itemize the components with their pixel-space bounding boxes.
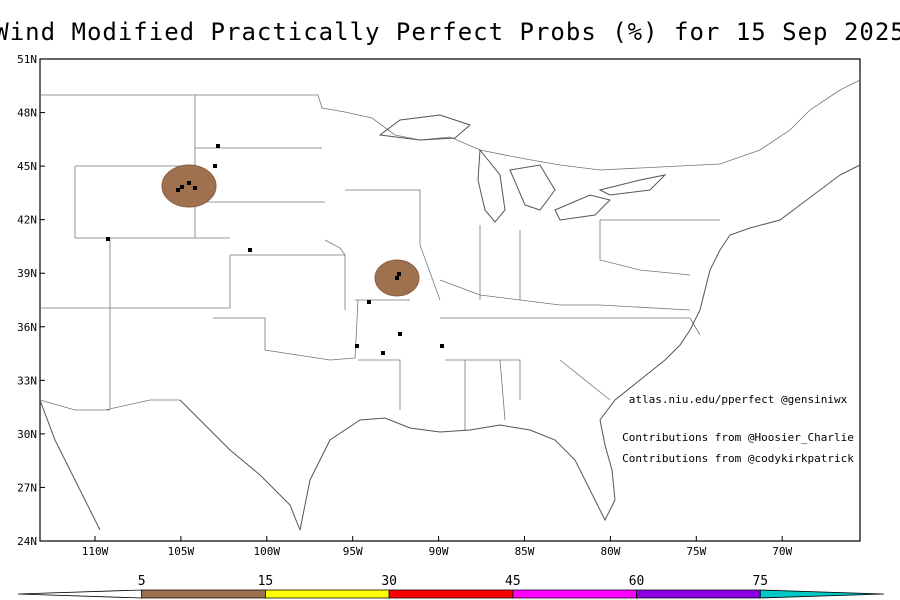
canada-border bbox=[40, 79, 861, 171]
lon-label: 75W bbox=[686, 545, 706, 558]
annotation: Contributions from @Hoosier_Charlie bbox=[622, 431, 854, 444]
lat-label: 51N bbox=[17, 53, 37, 66]
colorbar-label: 30 bbox=[381, 574, 397, 589]
lon-label: 70W bbox=[772, 545, 792, 558]
colorbar-label: 45 bbox=[505, 574, 521, 589]
lat-label: 45N bbox=[17, 160, 37, 173]
colorbar-segment bbox=[512, 589, 637, 599]
colorbar-segment bbox=[141, 589, 266, 599]
lat-label: 42N bbox=[17, 214, 37, 227]
lat-label: 27N bbox=[17, 481, 37, 494]
annotation: atlas.niu.edu/pperfect @gensiniwx bbox=[629, 393, 848, 406]
lat-label: 30N bbox=[17, 428, 37, 441]
lat-label: 39N bbox=[17, 267, 37, 280]
colorbar: 5 15 30 45 60 75 bbox=[17, 574, 885, 599]
colorbar-label: 75 bbox=[752, 574, 768, 589]
colorbar-segment bbox=[759, 589, 885, 599]
reports bbox=[106, 144, 444, 355]
colorbar-segment bbox=[636, 589, 761, 599]
map-title: Wind Modified Practically Perfect Probs … bbox=[0, 18, 900, 46]
prob-area bbox=[161, 164, 217, 208]
lat-label: 33N bbox=[17, 374, 37, 387]
colorbar-segment bbox=[17, 589, 143, 599]
colorbar-segment bbox=[265, 589, 390, 599]
colorbar-label: 60 bbox=[629, 574, 645, 589]
map-frame bbox=[39, 58, 861, 542]
lat-label: 24N bbox=[17, 535, 37, 548]
lat-label: 36N bbox=[17, 321, 37, 334]
gulf-coast bbox=[179, 164, 861, 531]
lon-label: 80W bbox=[600, 545, 620, 558]
lon-label: 85W bbox=[515, 545, 535, 558]
lon-label: 105W bbox=[168, 545, 195, 558]
colorbar-label: 5 bbox=[138, 574, 146, 589]
lon-label: 90W bbox=[429, 545, 449, 558]
lon-label: 110W bbox=[82, 545, 109, 558]
colorbar-segment bbox=[388, 589, 514, 599]
west-coast bbox=[39, 399, 101, 531]
colorbar-label: 15 bbox=[258, 574, 274, 589]
map-body bbox=[39, 58, 861, 542]
lon-label: 100W bbox=[254, 545, 281, 558]
lon-label: 95W bbox=[343, 545, 363, 558]
lat-label: 48N bbox=[17, 107, 37, 120]
great-lakes bbox=[378, 114, 667, 223]
map-labels: 51N 48N 45N 42N 39N 36N 33N 30N 27N 24N 110W 105W 10… bbox=[17, 53, 854, 558]
annotation: Contributions from @codykirkpatrick bbox=[622, 452, 854, 465]
